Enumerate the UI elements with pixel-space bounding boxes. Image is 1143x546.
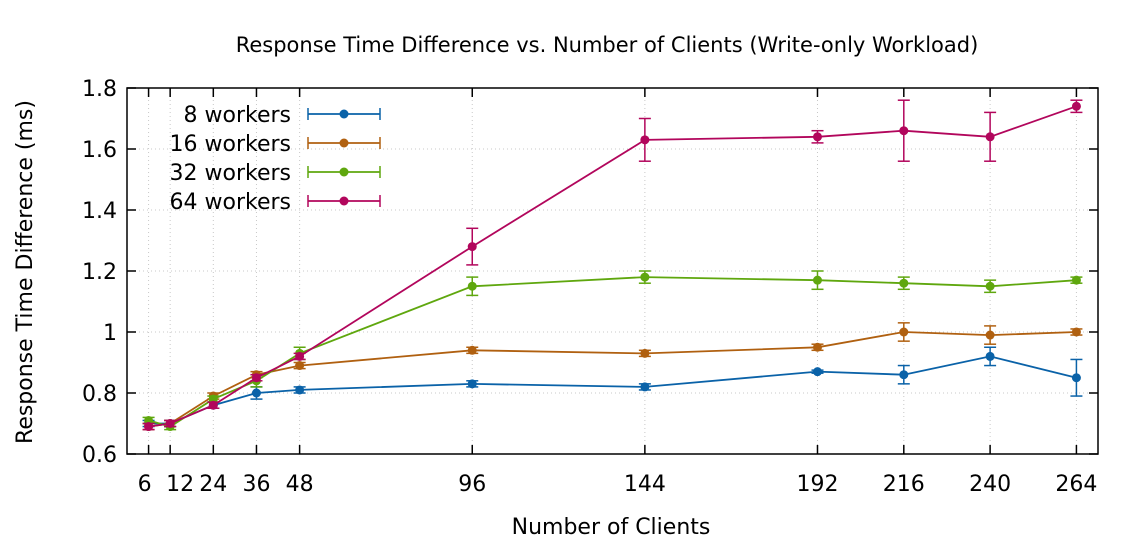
y-tick-label: 0.6 [82,443,117,468]
legend-swatch-point [339,167,349,177]
legend-label: 16 workers [170,132,291,157]
y-tick-label: 1.2 [82,260,117,285]
y-tick-label: 0.8 [82,382,117,407]
x-tick-label: 24 [199,472,227,497]
data-point [640,348,650,358]
data-point [1071,101,1081,111]
data-point [165,419,175,428]
data-point [812,275,822,285]
data-point [812,342,822,352]
y-tick-label: 1.8 [82,77,117,102]
x-tick-label: 144 [624,472,666,497]
data-point [295,361,305,371]
data-point [144,422,154,432]
series-line [148,276,1077,428]
data-point [640,382,650,392]
y-axis-title: Response Time Difference (ms) [13,100,38,444]
data-point [985,281,995,291]
data-point [899,327,909,337]
axis-ticks: 0.6 0.8 1 1.2 1.4 1.6 1.8 6 12 24 36 48 96 144 192 216 2… [82,77,1098,497]
data-point [899,278,909,288]
series-4 [142,99,1083,432]
series-3 [142,270,1083,432]
x-tick-label: 48 [286,472,314,497]
legend-swatch-point [339,138,349,148]
y-tick-label: 1 [103,321,117,346]
x-tick-label: 192 [796,472,838,497]
data-point [1071,327,1081,337]
data-point [1071,275,1081,285]
legend-label: 8 workers [184,103,292,128]
x-tick-label: 264 [1055,472,1097,497]
series-1 [142,346,1083,428]
data-point [208,400,218,410]
data-point [640,135,650,145]
data-point [812,367,822,377]
data-point [295,351,305,361]
series-group [142,99,1083,432]
data-point [467,242,477,252]
series-2 [142,322,1083,432]
data-point [985,330,995,340]
y-tick-label: 1.4 [82,199,117,224]
data-point [985,132,995,142]
legend-label: 64 workers [170,190,291,215]
data-point [640,272,650,282]
chart-title: Response Time Difference vs. Number of C… [236,33,979,57]
data-point [251,373,261,383]
x-tick-label: 36 [242,472,270,497]
legend-swatch-point [339,196,349,206]
series-line [148,331,1077,428]
data-point [467,379,477,389]
legend-label: 32 workers [170,161,291,186]
data-point [899,370,909,380]
y-tick-label: 1.6 [82,138,117,163]
x-axis-title: Number of Clients [512,515,711,540]
data-point [467,281,477,291]
data-point [467,345,477,355]
data-point [812,132,822,142]
data-point [251,388,261,398]
x-tick-label: 6 [138,472,152,497]
data-point [295,385,305,395]
data-point [899,126,909,136]
legend: 8 workers 16 workers 32 workers 64 workers [170,103,381,215]
data-point [1071,373,1081,383]
legend-swatch-point [339,109,349,119]
x-tick-label: 240 [969,472,1011,497]
data-point [985,351,995,361]
x-tick-label: 216 [883,472,925,497]
series-line [148,355,1077,425]
x-tick-label: 96 [458,472,486,497]
x-tick-label: 12 [166,472,194,497]
